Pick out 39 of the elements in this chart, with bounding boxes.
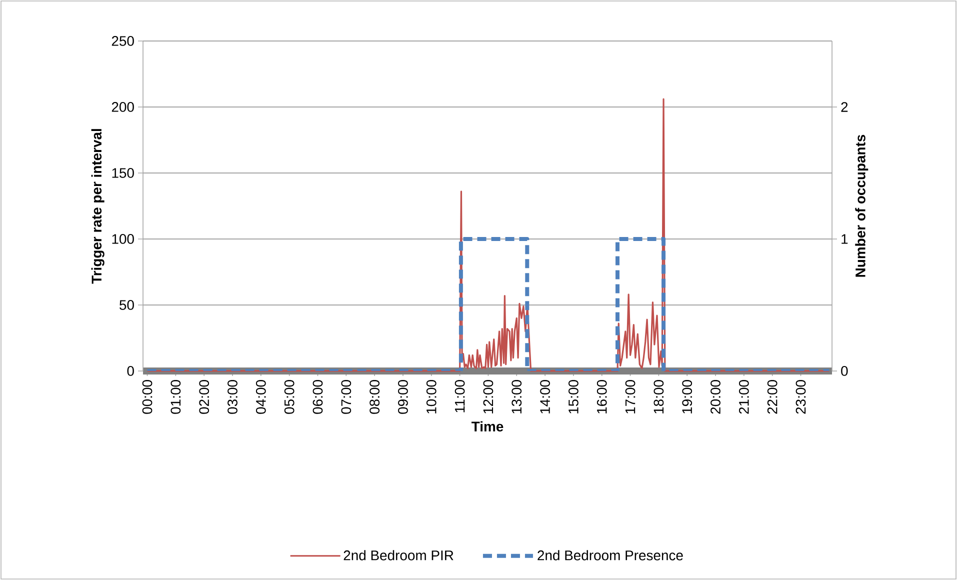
y-tick-label: 0 <box>127 366 134 376</box>
x-tick-label: 17:00 <box>625 380 636 414</box>
x-tick-label: 02:00 <box>199 380 210 414</box>
x-tick-label: 22:00 <box>767 380 778 414</box>
y2-tick-label: 1 <box>842 234 848 244</box>
y-tick-label: 100 <box>112 234 134 244</box>
y2-axis-title: Number of occupants <box>855 134 868 277</box>
y-tick-label: 200 <box>112 102 134 112</box>
x-axis-title: Time <box>472 421 504 432</box>
x-tick-label: 20:00 <box>710 380 720 414</box>
x-tick-label: 21:00 <box>738 380 749 414</box>
x-tick-label: 15:00 <box>568 380 578 414</box>
y-tick-label: 50 <box>120 300 134 310</box>
x-tick-label: 19:00 <box>682 380 692 414</box>
x-tick-label: 03:00 <box>228 380 238 414</box>
x-tick-label: 13:00 <box>512 380 522 414</box>
legend-label: 2nd Bedroom Presence <box>538 550 683 560</box>
x-tick-label: 23:00 <box>796 380 806 414</box>
x-tick-label: 05:00 <box>284 380 294 414</box>
x-tick-label: 07:00 <box>341 380 352 414</box>
y-axis-title: Trigger rate per interval <box>91 129 104 284</box>
x-tick-label: 00:00 <box>142 380 152 414</box>
x-tick-label: 04:00 <box>256 380 266 414</box>
x-tick-label: 16:00 <box>596 380 607 414</box>
legend-label: 2nd Bedroom PIR <box>344 550 454 560</box>
line-series <box>146 98 830 372</box>
x-tick-label: 14:00 <box>540 380 550 414</box>
y2-tick-label: 2 <box>841 102 848 112</box>
x-tick-label: 11:00 <box>454 380 465 412</box>
x-tick-label: 18:00 <box>654 380 664 414</box>
x-tick-label: 12:00 <box>483 380 494 414</box>
x-tick-label: 08:00 <box>370 380 380 414</box>
x-tick-label: 01:00 <box>170 380 181 414</box>
x-tick-label: 06:00 <box>312 380 323 414</box>
y-tick-label: 250 <box>112 36 134 46</box>
x-tick-label: 10:00 <box>426 380 436 414</box>
y-tick-label: 150 <box>112 168 134 178</box>
y2-tick-label: 0 <box>841 366 848 376</box>
x-tick-label: 09:00 <box>398 380 408 414</box>
